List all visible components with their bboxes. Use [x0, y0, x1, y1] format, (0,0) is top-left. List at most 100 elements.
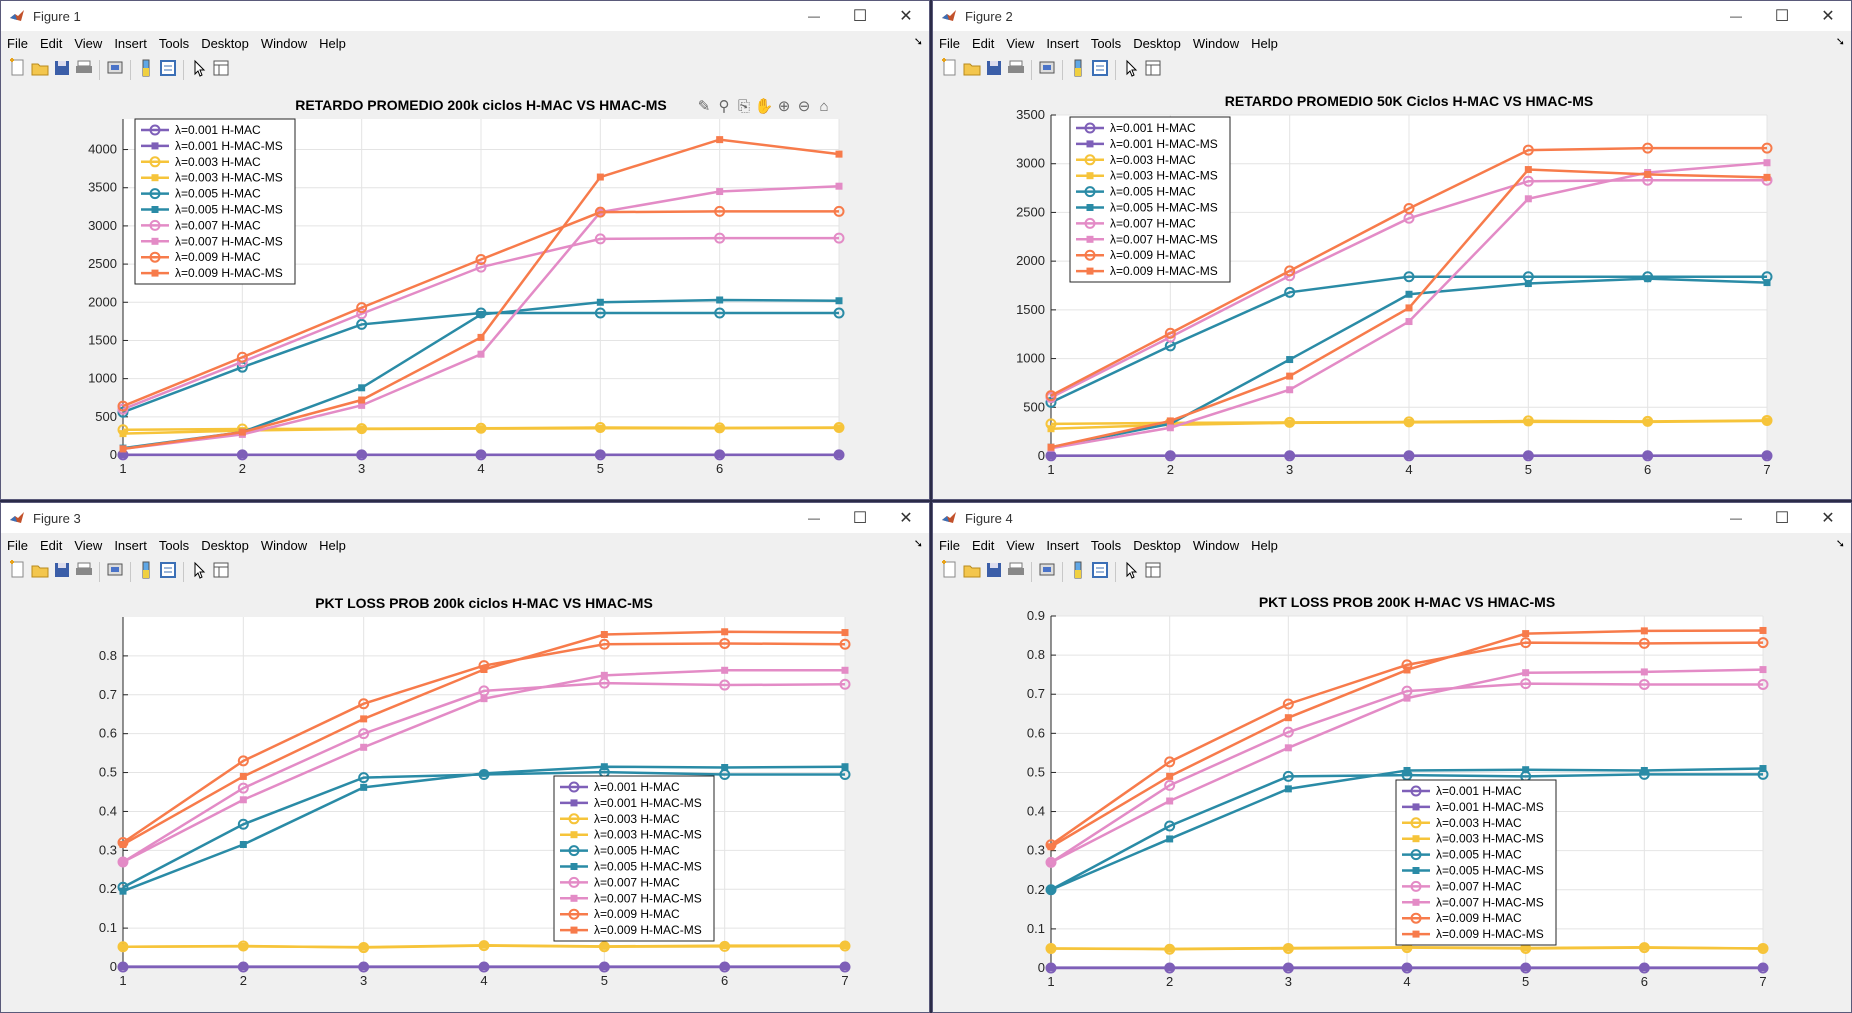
save-button[interactable]: [983, 59, 1005, 81]
figure-canvas[interactable]: 0 500 1000 1500 2000 2500 3000 3500 4000 1 2 3 4 5 6 RE…: [1, 85, 929, 499]
dock-arrow-icon[interactable]: ➘: [913, 36, 923, 48]
pan-icon[interactable]: ✋: [755, 97, 774, 115]
export-icon[interactable]: ⎘: [738, 98, 750, 115]
property-inspector-button[interactable]: [210, 561, 232, 583]
print-button[interactable]: [1005, 59, 1027, 81]
menu-file[interactable]: File: [7, 35, 28, 51]
menu-file[interactable]: File: [7, 537, 28, 553]
menu-insert[interactable]: Insert: [1046, 537, 1079, 553]
link-plot-button[interactable]: [1036, 59, 1058, 81]
minimize-button[interactable]: —: [791, 1, 837, 31]
maximize-button[interactable]: ☐: [837, 1, 883, 31]
menu-help[interactable]: Help: [319, 537, 346, 553]
save-button[interactable]: [983, 561, 1005, 583]
property-inspector-button[interactable]: [1142, 561, 1164, 583]
open-file-button[interactable]: [961, 561, 983, 583]
insert-legend-button[interactable]: [1089, 561, 1111, 583]
menu-window[interactable]: Window: [1192, 537, 1240, 553]
title-bar[interactable]: Figure 1 — ☐ ✕: [1, 1, 929, 31]
insert-legend-button[interactable]: [1089, 59, 1111, 81]
x-tick-label: 1: [119, 973, 126, 988]
property-inspector-button[interactable]: [1142, 59, 1164, 81]
edit-plot-button[interactable]: [188, 561, 210, 583]
dock-arrow-icon[interactable]: ➘: [913, 538, 923, 550]
menu-edit[interactable]: Edit: [39, 35, 63, 51]
menu-file[interactable]: File: [939, 537, 960, 553]
menu-view[interactable]: View: [74, 35, 103, 51]
new-figure-button[interactable]: [7, 57, 29, 81]
minimize-button[interactable]: —: [1713, 1, 1759, 31]
insert-colorbar-button[interactable]: [1067, 59, 1089, 81]
open-file-button[interactable]: [961, 59, 983, 81]
title-bar[interactable]: Figure 2 — ☐ ✕: [933, 1, 1851, 31]
menu-insert[interactable]: Insert: [114, 35, 147, 51]
print-button[interactable]: [73, 59, 95, 81]
menu-help[interactable]: Help: [1251, 537, 1278, 553]
maximize-button[interactable]: ☐: [1759, 503, 1805, 533]
brush-icon[interactable]: ✎: [698, 98, 711, 115]
menu-help[interactable]: Help: [319, 35, 346, 51]
link-plot-button[interactable]: [104, 59, 126, 81]
menu-view[interactable]: View: [74, 537, 103, 553]
menu-tools[interactable]: Tools: [158, 537, 190, 553]
menu-help[interactable]: Help: [1251, 35, 1278, 51]
menu-desktop[interactable]: Desktop: [201, 537, 249, 553]
menu-file[interactable]: File: [939, 35, 960, 51]
menu-view[interactable]: View: [1006, 35, 1035, 51]
figure-canvas[interactable]: 0 500 1000 1500 2000 2500 3000 3500 1 2 3 4 5 6 7 RETAR…: [933, 85, 1851, 499]
figure-canvas[interactable]: 0 0.1 0.2 0.3 0.4 0.5 0.6 0.7 0.8 0.9 1 2 3 4 5 6 7 PKT L…: [933, 587, 1851, 1012]
edit-plot-button[interactable]: [188, 59, 210, 81]
home-icon[interactable]: ⌂: [819, 98, 828, 115]
menu-desktop[interactable]: Desktop: [201, 35, 249, 51]
close-button[interactable]: ✕: [883, 1, 929, 31]
dock-arrow-icon[interactable]: ➘: [1835, 538, 1845, 550]
menu-desktop[interactable]: Desktop: [1133, 35, 1181, 51]
zoom-out-icon[interactable]: ⊖: [798, 98, 811, 115]
menu-insert[interactable]: Insert: [1046, 35, 1079, 51]
minimize-button[interactable]: —: [1713, 503, 1759, 533]
title-bar[interactable]: Figure 3 — ☐ ✕: [1, 503, 929, 533]
insert-legend-button[interactable]: [157, 59, 179, 81]
new-figure-button[interactable]: [7, 559, 29, 583]
minimize-button[interactable]: —: [791, 503, 837, 533]
menu-window[interactable]: Window: [1192, 35, 1240, 51]
menu-edit[interactable]: Edit: [39, 537, 63, 553]
menu-tools[interactable]: Tools: [1090, 537, 1122, 553]
insert-legend-button[interactable]: [157, 561, 179, 583]
menu-insert[interactable]: Insert: [114, 537, 147, 553]
menu-edit[interactable]: Edit: [971, 35, 995, 51]
title-bar[interactable]: Figure 4 — ☐ ✕: [933, 503, 1851, 533]
maximize-button[interactable]: ☐: [1759, 1, 1805, 31]
edit-plot-button[interactable]: [1120, 561, 1142, 583]
menu-desktop[interactable]: Desktop: [1133, 537, 1181, 553]
property-inspector-button[interactable]: [210, 59, 232, 81]
close-button[interactable]: ✕: [1805, 1, 1851, 31]
save-button[interactable]: [51, 59, 73, 81]
save-button[interactable]: [51, 561, 73, 583]
dock-arrow-icon[interactable]: ➘: [1835, 36, 1845, 48]
menu-edit[interactable]: Edit: [971, 537, 995, 553]
menu-view[interactable]: View: [1006, 537, 1035, 553]
open-file-button[interactable]: [29, 561, 51, 583]
menu-tools[interactable]: Tools: [158, 35, 190, 51]
close-button[interactable]: ✕: [1805, 503, 1851, 533]
menu-tools[interactable]: Tools: [1090, 35, 1122, 51]
maximize-button[interactable]: ☐: [837, 503, 883, 533]
insert-colorbar-button[interactable]: [1067, 561, 1089, 583]
menu-window[interactable]: Window: [260, 537, 308, 553]
new-figure-button[interactable]: [939, 559, 961, 583]
print-button[interactable]: [73, 561, 95, 583]
link-plot-button[interactable]: [1036, 561, 1058, 583]
menu-window[interactable]: Window: [260, 35, 308, 51]
zoom-in-icon[interactable]: ⊕: [778, 98, 791, 115]
close-button[interactable]: ✕: [883, 503, 929, 533]
new-figure-button[interactable]: [939, 57, 961, 81]
figure-canvas[interactable]: 0 0.1 0.2 0.3 0.4 0.5 0.6 0.7 0.8 1 2 3 4 5 6 7 PKT LOSS…: [1, 587, 929, 1012]
open-file-button[interactable]: [29, 59, 51, 81]
edit-plot-button[interactable]: [1120, 59, 1142, 81]
link-plot-button[interactable]: [104, 561, 126, 583]
data-tip-icon[interactable]: ⚲: [719, 98, 730, 115]
insert-colorbar-button[interactable]: [135, 59, 157, 81]
insert-colorbar-button[interactable]: [135, 561, 157, 583]
print-button[interactable]: [1005, 561, 1027, 583]
